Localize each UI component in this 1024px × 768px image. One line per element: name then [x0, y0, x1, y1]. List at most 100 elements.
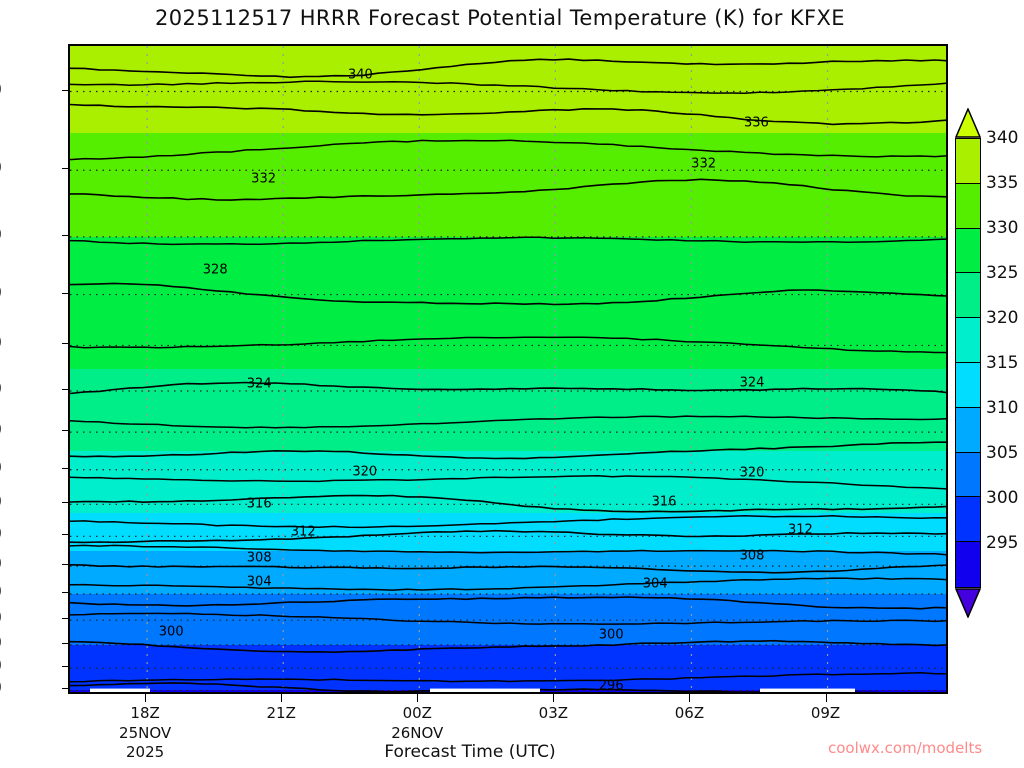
- contour-line: [70, 336, 946, 354]
- y-axis-label: 800: [0, 582, 2, 602]
- contour-label: 316: [651, 494, 677, 510]
- contour-label: 324: [246, 376, 272, 392]
- contour-line: [70, 529, 946, 544]
- contour-label: 324: [739, 375, 765, 391]
- y-axis-tick: [62, 89, 68, 91]
- surface-gap: [430, 688, 540, 692]
- x-axis-label: 09Z: [810, 704, 841, 722]
- contour-line: [70, 80, 946, 94]
- colorbar-segment: [956, 363, 980, 408]
- contour-label: 320: [352, 464, 378, 480]
- colorbar-top-arrow: [954, 107, 982, 138]
- y-axis-label: 700: [0, 524, 2, 544]
- contour-label: 304: [642, 576, 668, 592]
- colorbar-label: 320: [986, 308, 1019, 328]
- contour-line: [70, 178, 946, 201]
- x-axis-title: Forecast Time (UTC): [384, 742, 556, 762]
- colorbar-segment: [956, 542, 980, 587]
- contour-label: 308: [246, 550, 272, 566]
- fill-band: [70, 594, 946, 645]
- contour-label: 300: [598, 627, 624, 643]
- contour-line: [70, 639, 946, 654]
- contour-line: [70, 682, 879, 692]
- x-axis-tick: [553, 694, 555, 702]
- contour-line: [70, 441, 946, 460]
- contour-line: [70, 494, 946, 513]
- contour-line: [70, 58, 946, 79]
- contour-lines-and-grid: [70, 46, 948, 694]
- colorbar-label: 295: [986, 533, 1019, 553]
- contour-line: [70, 282, 946, 306]
- contour-label: 304: [246, 574, 272, 590]
- y-axis-label: 400: [0, 283, 2, 303]
- y-axis-label: 250: [0, 80, 2, 100]
- x-axis-tick: [145, 694, 147, 702]
- y-axis-label: 650: [0, 492, 2, 512]
- contour-line: [70, 515, 946, 529]
- colorbar-segment: [956, 318, 980, 363]
- y-axis-label: 500: [0, 379, 2, 399]
- contour-line: [70, 564, 946, 574]
- contour-label: 308: [739, 548, 765, 564]
- x-axis-tick: [417, 694, 419, 702]
- colorbar-segment: [956, 497, 980, 543]
- colorbar-label: 310: [986, 398, 1019, 418]
- contour-line: [70, 103, 946, 126]
- x-axis-date-label: 26NOV: [391, 724, 444, 742]
- surface-terrain-band: [70, 693, 948, 694]
- filled-contour-bands: [70, 46, 946, 692]
- y-axis-tick: [62, 618, 68, 620]
- colorbar-label: 340: [986, 128, 1019, 148]
- y-axis-tick: [62, 642, 68, 644]
- y-axis-label: 600: [0, 458, 2, 478]
- surface-gap: [90, 688, 150, 692]
- x-axis-label: 21Z: [266, 704, 296, 722]
- y-axis-label: 550: [0, 420, 2, 440]
- y-axis-label: 750: [0, 554, 2, 574]
- y-axis-tick: [62, 534, 68, 536]
- x-axis-label: 00Z: [402, 704, 432, 722]
- contour-label: 296: [598, 678, 624, 694]
- fill-band: [70, 644, 946, 691]
- y-axis-tick: [62, 168, 68, 170]
- colorbar-label: 315: [986, 353, 1019, 373]
- x-axis-tick: [281, 694, 283, 702]
- y-axis-tick: [62, 292, 68, 294]
- page-title: 2025112517 HRRR Forecast Potential Tempe…: [155, 6, 845, 30]
- contour-line: [70, 474, 946, 490]
- contour-plot-area: 340 336 332 332 328 324 324 320 320 316 316 312 312 3…: [68, 44, 948, 694]
- colorbar-segment: [956, 273, 980, 319]
- colorbar-label: 325: [986, 263, 1019, 283]
- y-axis-label: 350: [0, 225, 2, 245]
- fill-band: [70, 512, 946, 552]
- y-axis-label: 1000: [0, 678, 2, 698]
- contour-line: [70, 612, 946, 625]
- y-axis-label: 850: [0, 608, 2, 628]
- contour-label: 328: [202, 262, 228, 278]
- surface-gap: [760, 688, 855, 692]
- contour-label: 332: [691, 156, 717, 172]
- contour-line: [70, 415, 946, 429]
- contour-label: 340: [347, 67, 373, 83]
- contour-line: [70, 381, 946, 395]
- y-axis-tick: [62, 430, 68, 432]
- colorbar: [955, 138, 981, 588]
- y-axis-label: 900: [0, 633, 2, 653]
- contour-line: [70, 672, 946, 683]
- colorbar-segment: [956, 139, 980, 184]
- y-axis-tick: [62, 234, 68, 236]
- fill-band: [70, 46, 946, 65]
- fill-band: [70, 64, 946, 133]
- contour-label: 336: [743, 115, 769, 131]
- y-axis-tick: [62, 666, 68, 668]
- contour-line: [70, 596, 946, 610]
- contour-label: 320: [739, 465, 765, 481]
- contour-label: 312: [290, 524, 316, 540]
- x-axis-label: 06Z: [674, 704, 705, 722]
- contour-label: 316: [246, 496, 272, 512]
- contour-label: 300: [158, 624, 184, 640]
- watermark: coolwx.com/modelts: [828, 739, 983, 757]
- y-axis-tick: [62, 688, 68, 690]
- colorbar-segment: [956, 407, 980, 453]
- y-axis-tick: [62, 564, 68, 566]
